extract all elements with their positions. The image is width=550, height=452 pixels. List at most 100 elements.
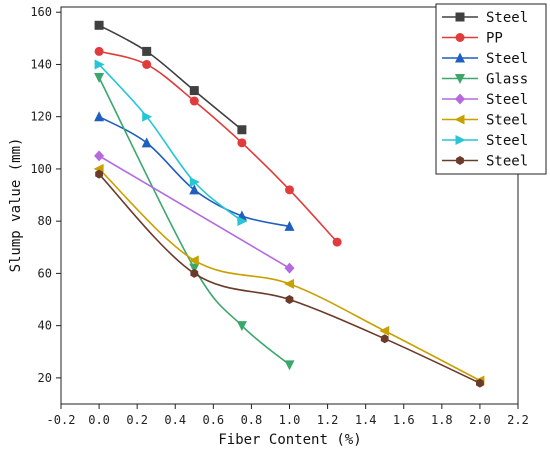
data-point — [332, 237, 342, 247]
data-point — [236, 321, 247, 332]
legend-marker — [455, 12, 465, 22]
series-group — [93, 20, 485, 388]
series-0 — [94, 20, 247, 135]
x-tick-label: 2.2 — [507, 413, 529, 427]
x-axis-title: Fiber Content (%) — [218, 432, 361, 448]
y-tick-label: 160 — [30, 5, 52, 19]
data-point — [285, 185, 294, 195]
data-point — [237, 125, 247, 135]
series-2 — [94, 111, 295, 231]
y-tick-label: 40 — [38, 319, 52, 333]
legend-marker — [455, 135, 466, 145]
data-point — [189, 184, 200, 195]
data-point — [284, 278, 294, 289]
data-point — [189, 176, 200, 187]
legend-marker — [455, 52, 465, 63]
legend-label: Steel — [486, 51, 528, 67]
legend-entry: Steel — [442, 113, 528, 129]
series-line — [98, 173, 481, 384]
legend-marker — [455, 93, 465, 105]
legend-entries: Steel PP Steel Glass Steel Steel Steel Steel — [442, 10, 528, 170]
data-point — [94, 111, 105, 122]
data-point — [379, 325, 390, 336]
data-point — [94, 150, 105, 162]
data-point — [94, 73, 105, 84]
series-4 — [94, 150, 295, 274]
legend-entry: Steel — [442, 154, 528, 170]
legend-marker — [454, 114, 465, 125]
x-tick-label: 0.4 — [164, 413, 186, 427]
y-tick-label: 120 — [30, 110, 52, 124]
data-point — [380, 334, 389, 344]
x-tick-label: 1.4 — [355, 413, 377, 427]
series-line — [98, 115, 290, 228]
y-tick-label: 20 — [38, 371, 52, 385]
data-point — [237, 138, 247, 148]
y-tick-label: 80 — [38, 214, 52, 228]
data-point — [188, 255, 199, 266]
data-point — [285, 295, 294, 305]
data-point — [94, 46, 104, 56]
series-5 — [93, 163, 485, 386]
legend-entry: Steel — [442, 51, 528, 67]
legend-label: Steel — [486, 10, 528, 26]
data-point — [94, 20, 104, 30]
legend-label: Steel — [486, 92, 528, 108]
x-tick-label: 0.2 — [126, 413, 148, 427]
x-tick-label: 1.8 — [431, 413, 453, 427]
legend-entry: Steel — [442, 92, 528, 108]
series-3 — [94, 73, 295, 371]
x-tick-label: 1.6 — [393, 413, 415, 427]
x-tick-label: 0.6 — [202, 413, 224, 427]
x-tick-label: 2.0 — [469, 413, 491, 427]
x-tick-label: 0.8 — [241, 413, 263, 427]
series-7 — [95, 169, 484, 388]
legend-entry: PP — [442, 31, 503, 47]
legend-entry: Glass — [442, 72, 528, 88]
legend-entry: Steel — [442, 133, 528, 149]
data-point — [284, 220, 295, 231]
series-6 — [94, 59, 248, 227]
legend-marker — [455, 74, 465, 84]
data-point — [95, 169, 103, 179]
legend-entry: Steel — [442, 10, 528, 26]
legend-label: Steel — [486, 133, 528, 149]
data-point — [141, 137, 152, 148]
data-point — [189, 86, 199, 96]
series-line — [98, 50, 338, 243]
legend-label: Steel — [486, 154, 528, 170]
data-point — [94, 59, 105, 70]
legend-label: Steel — [486, 113, 528, 129]
legend-label: Glass — [486, 72, 528, 88]
data-point — [189, 263, 200, 274]
x-tick-label: 1.0 — [279, 413, 301, 427]
data-point — [284, 262, 295, 274]
data-point — [190, 268, 199, 278]
data-point — [142, 46, 152, 56]
legend-marker — [456, 156, 464, 165]
legend-box — [435, 3, 547, 175]
data-point — [284, 360, 295, 371]
y-tick-label: 140 — [30, 57, 52, 71]
data-point — [142, 59, 152, 69]
legend-label: PP — [486, 31, 503, 47]
y-axis-title: Slump value (mm) — [8, 138, 24, 273]
legend: Steel PP Steel Glass Steel Steel Steel Steel — [435, 3, 547, 175]
series-line — [98, 155, 290, 269]
series-line — [98, 77, 291, 366]
series-line — [98, 24, 243, 131]
data-point — [189, 96, 199, 106]
data-point — [476, 378, 484, 388]
legend-marker — [455, 33, 465, 42]
series-1 — [94, 46, 342, 247]
x-tick-label: -0.2 — [47, 413, 76, 427]
series-line — [98, 63, 243, 222]
y-tick-label: 60 — [38, 266, 52, 280]
data-point — [142, 111, 153, 122]
series-line — [98, 168, 481, 382]
y-tick-label: 100 — [30, 162, 52, 176]
axis-ticks: -0.2 0.0 0.2 0.4 0.6 0.8 1.0 1.2 1.4 1.6 1.8 2.0 2.2… — [30, 5, 529, 427]
x-tick-label: 0.0 — [88, 413, 110, 427]
data-point — [237, 216, 248, 227]
